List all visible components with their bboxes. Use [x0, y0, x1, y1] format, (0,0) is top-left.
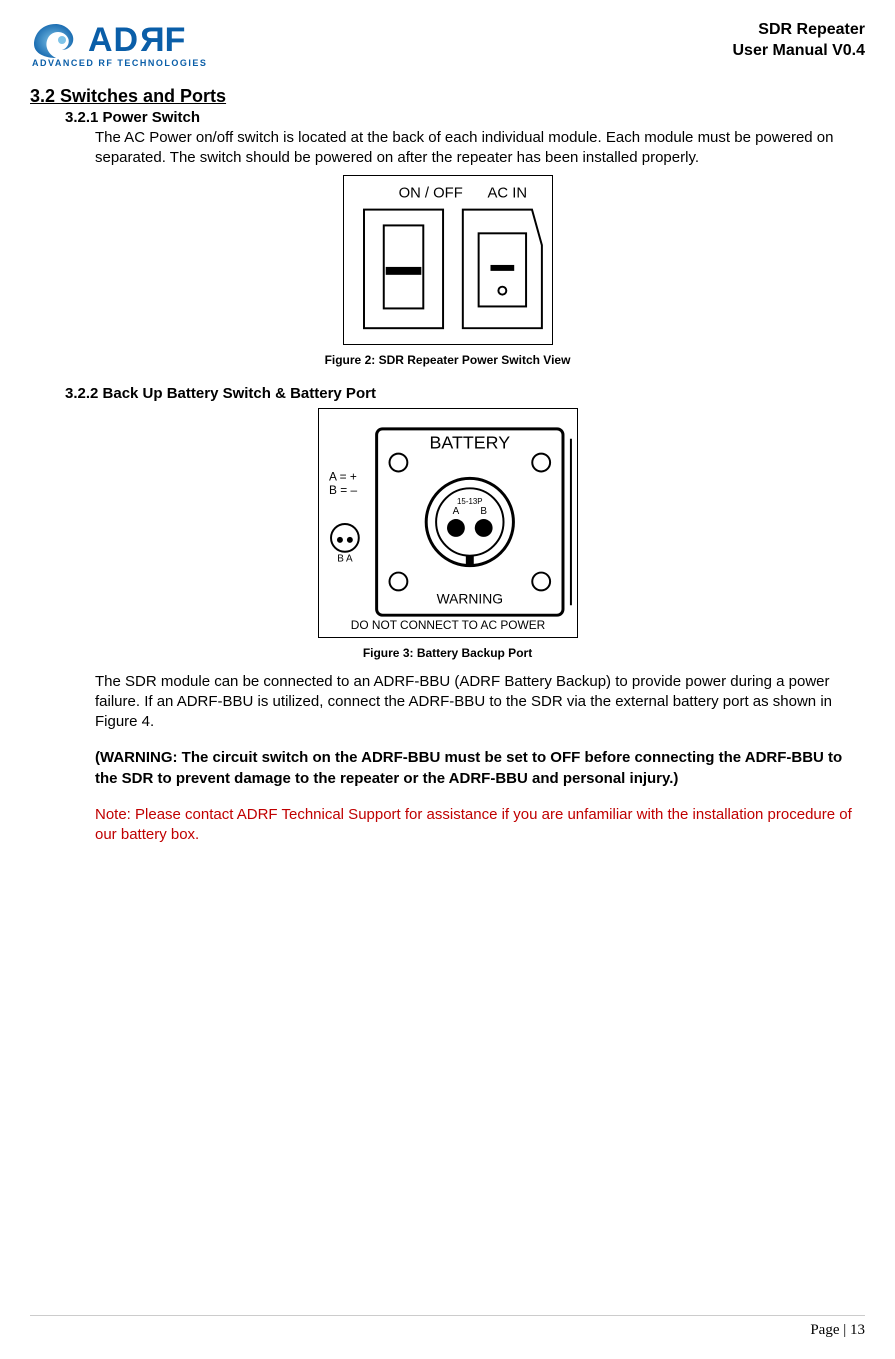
- svg-text:A = +: A = +: [329, 469, 357, 483]
- subsection-2-warning: (WARNING: The circuit switch on the ADRF…: [95, 748, 855, 789]
- doc-title-line1: SDR Repeater: [733, 20, 866, 41]
- doc-title: SDR Repeater User Manual V0.4: [733, 20, 866, 62]
- figure-3-caption: Figure 3: Battery Backup Port: [30, 646, 865, 660]
- svg-text:B A: B A: [337, 553, 353, 564]
- page-number: Page | 13: [810, 1322, 865, 1338]
- fig2-acin-label: AC IN: [487, 185, 527, 201]
- svg-text:BATTERY: BATTERY: [429, 432, 510, 452]
- doc-title-line2: User Manual V0.4: [733, 41, 866, 62]
- subsection-1-title: 3.2.1 Power Switch: [65, 109, 865, 126]
- logo-text: ADRF: [88, 21, 186, 60]
- page-footer: Page | 13: [30, 1315, 865, 1339]
- svg-text:DO NOT CONNECT TO AC POWER: DO NOT CONNECT TO AC POWER: [350, 618, 545, 632]
- logo-swirl-icon: [30, 20, 82, 60]
- svg-text:WARNING: WARNING: [436, 590, 502, 606]
- subsection-2-title: 3.2.2 Back Up Battery Switch & Battery P…: [65, 385, 865, 402]
- figure-3: BATTERY A B 15-13P A = + B = – B A WARNI…: [30, 408, 865, 660]
- fig2-onoff-label: ON / OFF: [398, 185, 462, 201]
- power-switch-diagram-icon: ON / OFF AC IN: [343, 175, 553, 345]
- section-title: 3.2 Switches and Ports: [30, 86, 865, 107]
- svg-text:A: A: [452, 506, 459, 517]
- subsection-1-para: The AC Power on/off switch is located at…: [95, 128, 855, 169]
- svg-text:15-13P: 15-13P: [457, 497, 483, 506]
- battery-port-diagram-icon: BATTERY A B 15-13P A = + B = – B A WARNI…: [318, 408, 578, 638]
- svg-text:B = –: B = –: [329, 483, 357, 497]
- subsection-2-note: Note: Please contact ADRF Technical Supp…: [95, 805, 855, 846]
- brand-logo: ADRF ADVANCED RF TECHNOLOGIES: [30, 20, 207, 68]
- figure-2: ON / OFF AC IN Figure 2: SDR Repeater Po…: [30, 175, 865, 367]
- figure-2-caption: Figure 2: SDR Repeater Power Switch View: [30, 353, 865, 367]
- subsection-2-para1: The SDR module can be connected to an AD…: [95, 672, 855, 733]
- page-header: ADRF ADVANCED RF TECHNOLOGIES SDR Repeat…: [30, 20, 865, 68]
- svg-text:B: B: [480, 506, 487, 517]
